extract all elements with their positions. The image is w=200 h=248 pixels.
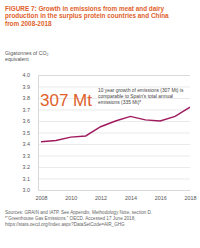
annotation-text: 10 year growth of emissions (307 Mt) isc… (98, 88, 184, 105)
x-tick: 2014 (125, 190, 137, 201)
grid-line (38, 190, 190, 191)
grid-line (38, 75, 190, 76)
y-axis: 3.0 3.1 3.2 3.3 3.4 3.5 3.6 3.7 3.8 3.9 4.0 (23, 72, 191, 193)
grid-line (38, 179, 190, 180)
y-tick-label: 3.6 (23, 118, 31, 124)
x-tick-label: 2008 (36, 195, 48, 201)
y-tick: 3.4 (23, 141, 191, 147)
y-tick: 3.0 (23, 187, 191, 193)
y-tick-label: 3.3 (23, 153, 31, 159)
text-line: https://stats.oecd.org/Index.aspx?DataSe… (5, 222, 125, 227)
y-axis-label: Gigatonnes of CO₂equivalent (5, 50, 49, 62)
y-tick-label: 3.0 (23, 187, 31, 193)
x-tick: 2008 (36, 190, 48, 201)
y-tick-label: 3.4 (23, 141, 31, 147)
title: FIGURE 7: Growth in emissions from meat … (5, 5, 169, 27)
grid-line (38, 167, 190, 168)
y-tick-label: 3.1 (23, 176, 31, 182)
x-axis: 2008 2010 2012 2014 2016 2018 (36, 190, 197, 201)
y-tick-label: 3.7 (23, 107, 31, 113)
y-tick-label: 3.9 (23, 84, 31, 90)
y-tick-label: 4.0 (23, 72, 31, 78)
grid-line (38, 144, 190, 145)
grid-line (38, 156, 190, 157)
y-tick-label: 3.2 (23, 164, 31, 170)
text-line: 10 year growth of emissions (307 Mt) is (98, 88, 184, 93)
x-tick-label: 2016 (155, 195, 167, 201)
chart: FIGURE 7: Growth in emissions from meat … (0, 0, 200, 248)
x-axis-line (42, 190, 191, 191)
x-tick: 2016 (155, 190, 167, 201)
y-tick: 3.2 (23, 164, 191, 170)
text-line: equivalent (5, 56, 29, 62)
y-tick: 3.3 (23, 153, 191, 159)
text-line: emissions (335 Mt)* (98, 100, 141, 105)
x-tick-label: 2010 (65, 195, 77, 201)
x-tick-label: 2018 (185, 195, 197, 201)
x-tick-label: 2014 (125, 195, 137, 201)
text-line: *“Greenhouse Gas Emissions.” OECD. Acces… (5, 216, 135, 221)
annotation-big: 307 Mt (40, 91, 92, 110)
grid-line (38, 133, 190, 134)
text-line: comparable to Spain’s total annual (98, 94, 173, 99)
y-tick: 3.5 (23, 130, 191, 136)
y-tick: 3.1 (23, 176, 191, 182)
y-tick-label: 3.8 (23, 95, 31, 101)
x-tick: 2012 (95, 190, 107, 201)
series-line (41, 107, 190, 142)
text-line: Sources: GRAIN and IATP. See Appendix, M… (5, 210, 152, 215)
source-note: Sources: GRAIN and IATP. See Appendix, M… (5, 210, 152, 215)
y-axis-line (39, 76, 191, 191)
y-tick-label: 3.5 (23, 130, 31, 136)
x-tick: 2018 (185, 190, 197, 201)
y-tick: 4.0 (23, 72, 191, 78)
plot-area (41, 107, 190, 142)
x-tick-label: 2012 (95, 195, 107, 201)
text-line: from 2008-2018 (5, 20, 52, 27)
x-tick: 2010 (65, 190, 77, 201)
source-note: *“Greenhouse Gas Emissions.” OECD. Acces… (5, 216, 135, 227)
